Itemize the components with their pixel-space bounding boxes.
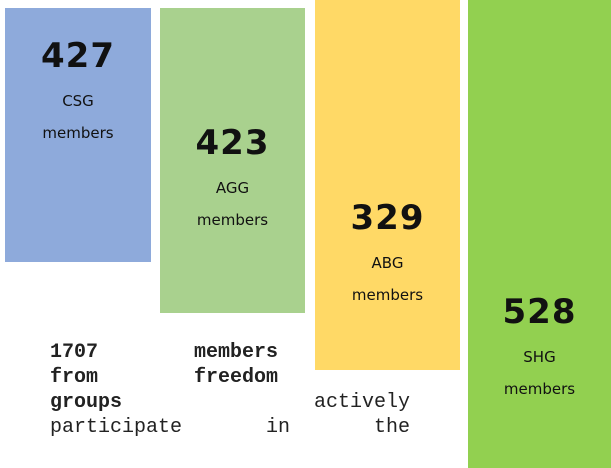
member-label: members <box>351 286 424 304</box>
member-count: 329 <box>350 198 425 238</box>
member-label: members <box>503 380 576 398</box>
group-name: CSG <box>62 92 94 110</box>
text-segment: groups <box>50 391 123 414</box>
member-box: 423 AGG members <box>160 8 305 313</box>
paragraph: 1707 members from freedom groups actively pa… <box>50 340 410 440</box>
group-name: SHG <box>523 348 556 366</box>
text-segment: actively <box>313 391 410 414</box>
member-box: 427 CSG members <box>5 8 151 262</box>
text-segment: participate in the <box>50 416 410 439</box>
member-count: 427 <box>41 36 115 76</box>
member-box: 528 SHG members <box>468 0 611 468</box>
member-box: 329 ABG members <box>315 0 460 370</box>
group-name: AGG <box>215 179 250 197</box>
member-count: 423 <box>195 123 270 163</box>
member-count: 528 <box>502 292 577 332</box>
member-label: members <box>196 211 269 229</box>
text-segment: 1707 members <box>50 341 278 364</box>
text-line: groups actively <box>50 390 410 415</box>
text-segment: from freedom <box>50 366 278 389</box>
text-line: from freedom <box>50 365 278 390</box>
group-name: ABG <box>371 254 404 272</box>
text-line: 1707 members <box>50 340 278 365</box>
text-line: participate in the <box>50 415 410 440</box>
member-label: members <box>42 124 114 142</box>
